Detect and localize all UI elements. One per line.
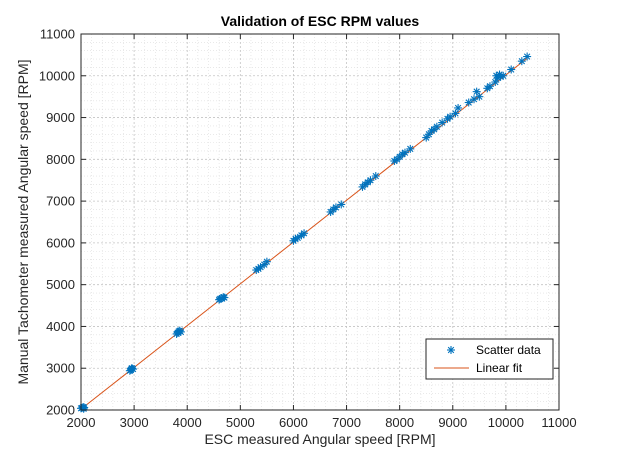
x-tick-label: 3000 (120, 415, 149, 430)
y-tick-label: 11000 (40, 27, 75, 42)
plot-frame (80, 33, 560, 411)
legend: Scatter data Linear fit (425, 338, 554, 380)
scatter-point (446, 112, 455, 121)
scatter-point (176, 327, 185, 336)
scatter-point (454, 103, 463, 112)
legend-box (425, 338, 554, 380)
scatter-point (499, 71, 508, 80)
y-tick-label: 7000 (46, 194, 75, 209)
scatter-point (485, 82, 494, 91)
scatter-point (406, 144, 415, 153)
x-tick-label: 5000 (226, 415, 255, 430)
y-tick-label: 6000 (46, 235, 75, 250)
y-tick-label: 3000 (46, 361, 75, 376)
x-tick-label: 9000 (438, 415, 467, 430)
y-tick-label: 10000 (39, 68, 75, 83)
scatter-point (366, 176, 375, 185)
scatter-point (337, 200, 346, 209)
scatter-point (262, 257, 271, 266)
scatter-point (432, 122, 441, 131)
x-tick-label: 2000 (67, 415, 96, 430)
scatter-point (470, 95, 479, 104)
scatter-point (438, 118, 447, 127)
axis-ticks (80, 33, 560, 411)
scatter-point (507, 65, 516, 74)
y-tick-label: 8000 (46, 152, 75, 167)
chart-title: Validation of ESC RPM values (221, 13, 420, 29)
scatter-point (129, 365, 138, 374)
scatter-point (523, 52, 532, 61)
legend-scatter-marker (447, 346, 455, 354)
y-tick-label: 2000 (46, 403, 75, 418)
x-tick-label: 8000 (385, 415, 414, 430)
x-tick-label: 11000 (541, 415, 576, 430)
scatter-point (300, 229, 309, 238)
legend-asterisk-icon (447, 346, 455, 354)
y-tick-label: 5000 (46, 277, 75, 292)
scatter-point (451, 109, 460, 118)
scatter-points-layer (77, 52, 532, 413)
y-tick-label: 4000 (46, 319, 75, 334)
y-axis-label: Manual Tachometer measured Angular speed… (15, 59, 31, 384)
x-tick-label: 10000 (488, 415, 524, 430)
scatter-point (400, 148, 409, 157)
x-tick-label: 6000 (279, 415, 308, 430)
scatter-point (491, 78, 500, 87)
scatter-point (475, 92, 484, 101)
x-tick-labels: 2000 3000 4000 5000 6000 7000 8000 9000 10000 110… (67, 415, 577, 430)
x-axis-label: ESC measured Angular speed [RPM] (204, 431, 435, 447)
y-tick-labels: 2000 3000 4000 5000 6000 7000 8000 9000 10000 110… (39, 27, 75, 418)
y-tick-label: 9000 (46, 110, 75, 125)
legend-label-scatter: Scatter data (476, 343, 541, 357)
x-tick-label: 4000 (173, 415, 202, 430)
x-tick-label: 7000 (332, 415, 361, 430)
scatter-point (517, 57, 526, 66)
scatter-point (220, 293, 229, 302)
scatter-point (371, 172, 380, 181)
scatter-point (464, 98, 473, 107)
legend-label-fit: Linear fit (476, 361, 523, 375)
